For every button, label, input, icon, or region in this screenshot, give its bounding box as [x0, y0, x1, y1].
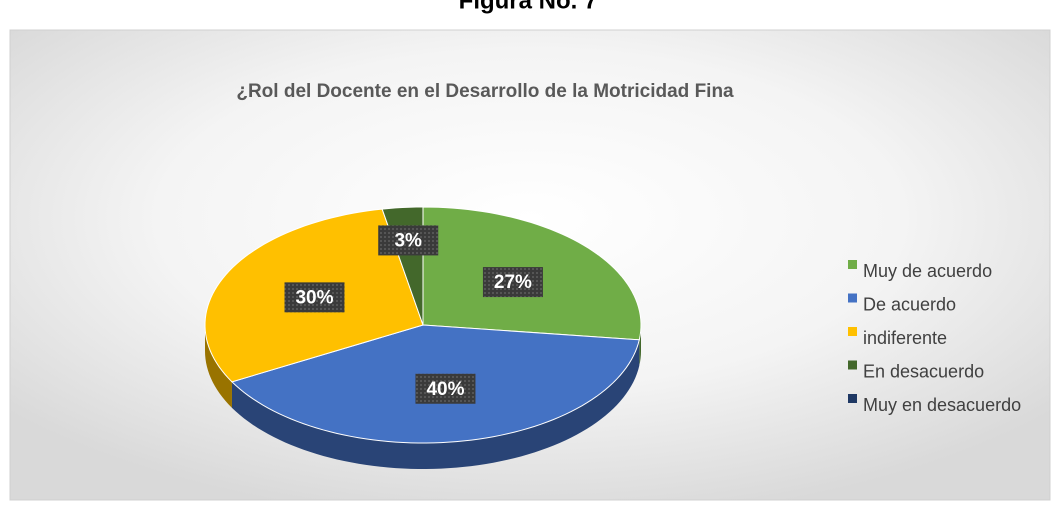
- data-label-box: [482, 267, 543, 298]
- legend-swatch: [848, 327, 857, 336]
- legend-label: De acuerdo: [863, 294, 956, 314]
- chart-title: ¿Rol del Docente en el Desarrollo de la …: [236, 81, 734, 102]
- legend-swatch: [848, 394, 857, 403]
- data-label: 27%: [494, 272, 532, 293]
- legend-label: Muy en desacuerdo: [863, 395, 1021, 415]
- legend-label: indiferente: [863, 328, 947, 348]
- legend-swatch: [848, 360, 857, 370]
- data-label-box: [378, 225, 439, 256]
- pie-side: [231, 339, 640, 469]
- pie: 27% 40% 30% 3%: [204, 206, 642, 469]
- legend-swatch: [848, 293, 857, 303]
- data-label-box: [415, 373, 476, 404]
- legend-label: En desacuerdo: [863, 361, 984, 381]
- legend-label: Muy de acuerdo: [863, 261, 992, 281]
- data-label: 30%: [295, 287, 333, 308]
- legend: Muy de acuerdo De acuerdo indiferente En de…: [848, 260, 1021, 415]
- figure-caption: Figura No. 7: [459, 0, 598, 14]
- data-label-box: [284, 282, 345, 313]
- legend-swatch: [848, 260, 857, 269]
- data-label: 3%: [394, 230, 422, 251]
- data-label: 40%: [426, 379, 464, 400]
